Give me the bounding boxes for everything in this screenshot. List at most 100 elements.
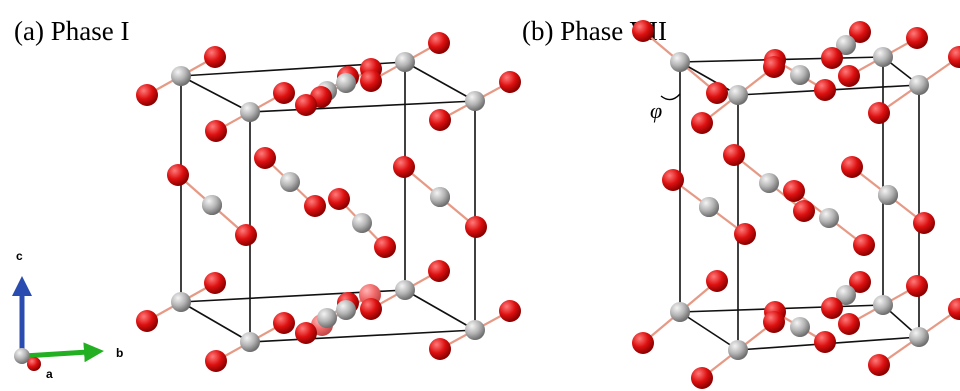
carbon-atom — [699, 197, 719, 217]
oxygen-atom — [913, 212, 935, 234]
oxygen-atom — [691, 367, 713, 389]
carbon-atom — [240, 102, 260, 122]
oxygen-atom — [235, 224, 257, 246]
oxygen-atom — [393, 156, 415, 178]
carbon-atom — [878, 185, 898, 205]
carbon-atom — [759, 173, 779, 193]
oxygen-atom — [783, 180, 805, 202]
oxygen-atom — [295, 94, 317, 116]
carbon-atom — [909, 75, 929, 95]
carbon-atom — [728, 85, 748, 105]
a-axis-sphere — [27, 357, 41, 371]
axis-triad: c b a — [12, 249, 123, 381]
oxygen-atom — [814, 79, 836, 101]
oxygen-atom — [723, 144, 745, 166]
oxygen-atom — [328, 188, 350, 210]
carbon-atom — [240, 332, 260, 352]
carbon-atom — [352, 213, 372, 233]
b-axis-label: b — [116, 346, 123, 360]
carbon-atom — [790, 65, 810, 85]
b-axis-arrow — [23, 342, 104, 363]
carbon-atom — [465, 320, 485, 340]
oxygen-atom — [136, 84, 158, 106]
a-axis-label: a — [46, 367, 53, 381]
cell-edge — [180, 75, 251, 113]
carbon-atom — [873, 47, 893, 67]
oxygen-atom — [465, 216, 487, 238]
oxygen-atom — [849, 271, 871, 293]
phi-angle-arc — [660, 93, 681, 101]
oxygen-atom — [821, 297, 843, 319]
carbon-atom — [336, 300, 356, 320]
oxygen-atom — [360, 70, 382, 92]
oxygen-atom — [632, 332, 654, 354]
c-axis-label: c — [16, 249, 23, 263]
carbon-atom — [171, 66, 191, 86]
oxygen-atom — [499, 300, 521, 322]
phase-7-atoms — [632, 20, 960, 389]
carbon-atom — [395, 280, 415, 300]
cell-edge — [249, 329, 476, 343]
oxygen-atom — [204, 272, 226, 294]
oxygen-atom — [428, 32, 450, 54]
cell-edge — [249, 100, 476, 113]
oxygen-atom — [734, 223, 756, 245]
cell-edge — [404, 289, 476, 331]
oxygen-atom — [205, 120, 227, 142]
oxygen-atom — [374, 236, 396, 258]
oxygen-atom — [304, 195, 326, 217]
oxygen-atom — [853, 234, 875, 256]
phase-1-atoms — [136, 32, 521, 372]
oxygen-atom — [849, 21, 871, 43]
carbon-atom — [728, 340, 748, 360]
carbon-atom — [909, 327, 929, 347]
phase-7-unit-cell: φ — [632, 20, 960, 389]
cell-edge — [180, 301, 251, 343]
oxygen-atom — [838, 65, 860, 87]
phase-1-unit-cell — [136, 32, 521, 372]
origin-sphere — [14, 348, 30, 364]
oxygen-atom — [632, 20, 654, 42]
oxygen-atom — [204, 46, 226, 68]
oxygen-atom — [273, 312, 295, 334]
oxygen-atom — [793, 200, 815, 222]
oxygen-atom — [821, 47, 843, 69]
phi-angle-label: φ — [650, 98, 662, 123]
oxygen-atom — [948, 298, 960, 320]
carbon-atom — [395, 52, 415, 72]
oxygen-atom — [706, 82, 728, 104]
cell-edge — [679, 61, 739, 96]
oxygen-atom — [838, 313, 860, 335]
oxygen-atom — [428, 260, 450, 282]
oxygen-atom — [295, 322, 317, 344]
carbon-atom — [465, 91, 485, 111]
carbon-atom — [202, 195, 222, 215]
oxygen-atom — [814, 331, 836, 353]
oxygen-atom — [429, 109, 451, 131]
carbon-atom — [670, 52, 690, 72]
carbon-atom — [790, 317, 810, 337]
carbon-atom — [873, 295, 893, 315]
oxygen-atom — [906, 27, 928, 49]
oxygen-atom — [167, 164, 189, 186]
oxygen-atom — [254, 147, 276, 169]
oxygen-atom — [273, 82, 295, 104]
carbon-atom — [336, 73, 356, 93]
carbon-atom — [836, 35, 856, 55]
oxygen-atom — [499, 71, 521, 93]
cell-edge — [679, 311, 739, 351]
oxygen-atom — [662, 169, 684, 191]
oxygen-atom — [841, 156, 863, 178]
oxygen-atom — [948, 46, 960, 68]
oxygen-atom — [763, 56, 785, 78]
oxygen-atom — [868, 354, 890, 376]
carbon-atom — [670, 302, 690, 322]
oxygen-atom — [136, 310, 158, 332]
carbon-atom — [317, 308, 337, 328]
oxygen-atom — [868, 102, 890, 124]
carbon-atom — [836, 285, 856, 305]
carbon-atom — [171, 292, 191, 312]
cell-edge — [404, 61, 476, 102]
panel-label-phase-1: (a) Phase I — [14, 16, 129, 46]
